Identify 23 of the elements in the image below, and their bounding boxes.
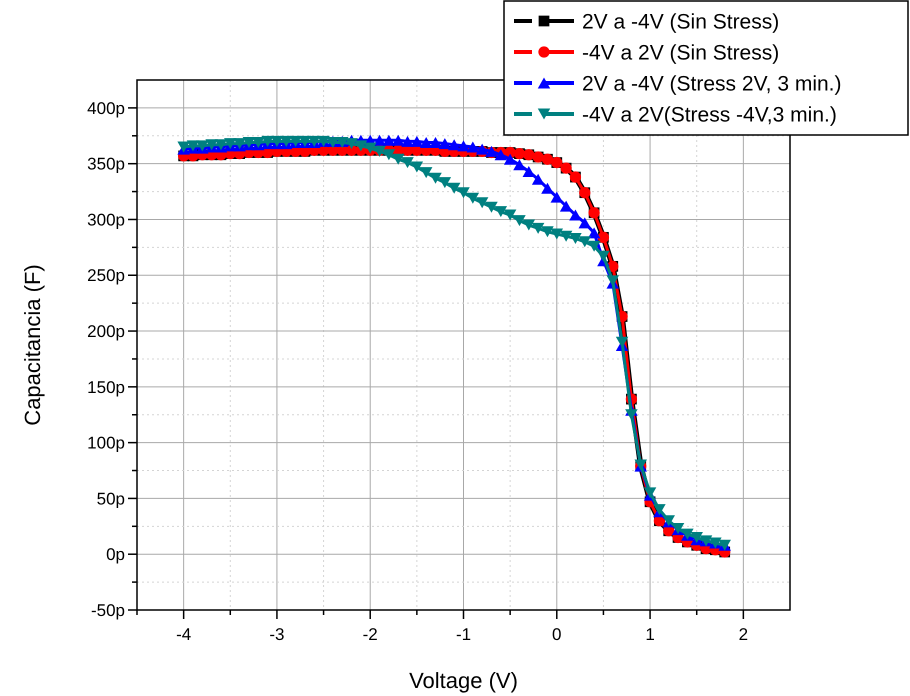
y-tick-label: -50p: [90, 600, 125, 620]
y-tick-label: 100p: [87, 434, 125, 453]
y-axis-title: Capacitancia (F): [20, 264, 45, 426]
y-tick-label: 400p: [87, 98, 125, 118]
x-tick-label: 2: [738, 625, 748, 644]
x-tick-label: 1: [645, 625, 655, 644]
y-tick-label: 300p: [87, 210, 125, 230]
legend-label: 2V a -4V (Stress 2V, 3 min.): [582, 72, 842, 96]
y-tick-label: 200p: [87, 322, 125, 342]
x-axis-title: Voltage (V): [409, 668, 518, 693]
x-tick-label: -2: [362, 625, 378, 644]
legend-label: -4V a 2V (Sin Stress): [582, 41, 780, 64]
y-tick-label: 250p: [87, 266, 125, 286]
x-tick-label: 0: [552, 625, 562, 644]
x-tick-label: -3: [269, 625, 284, 644]
x-tick-label: -4: [176, 625, 192, 644]
y-tick-label: 150p: [87, 378, 125, 397]
y-tick-label: 0p: [106, 545, 125, 564]
legend-label: 2V a -4V (Sin Stress): [582, 10, 780, 34]
y-tick-label: 50p: [96, 489, 125, 508]
y-tick-label: 350p: [87, 154, 125, 174]
x-tick-label: -1: [456, 625, 472, 644]
legend-label: -4V a 2V(Stress -4V,3 min.): [582, 103, 837, 126]
